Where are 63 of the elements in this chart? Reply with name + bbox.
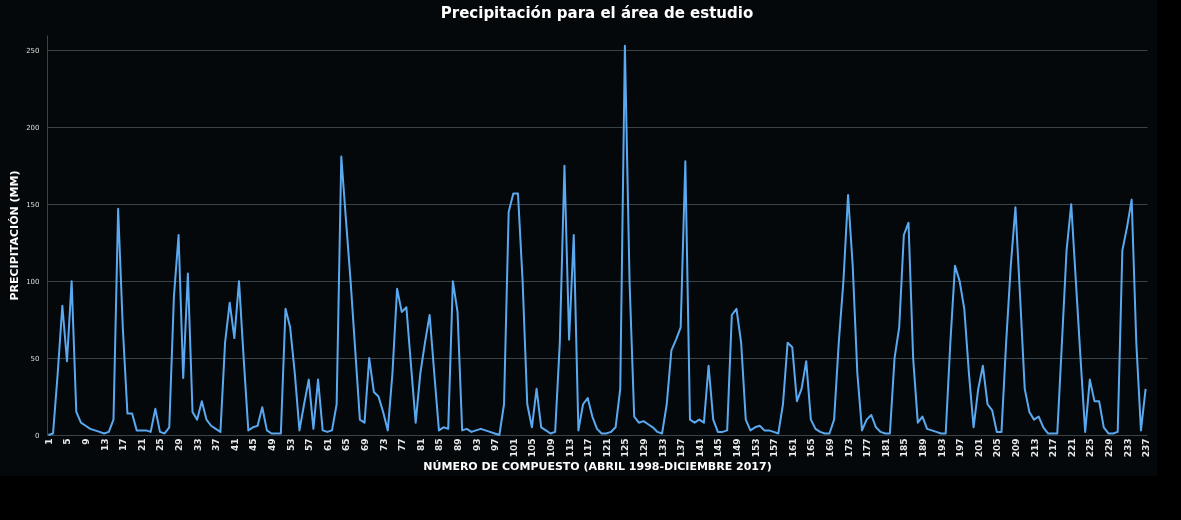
x-tick-label: 77	[397, 438, 408, 452]
x-tick-label: 133	[657, 438, 668, 458]
x-tick-label: 157	[769, 438, 780, 458]
x-tick-label: 145	[713, 438, 724, 458]
x-tick-label: 161	[787, 438, 798, 458]
x-tick-label: 113	[564, 438, 575, 458]
x-tick-label: 189	[917, 438, 928, 458]
x-tick-label: 93	[471, 438, 482, 452]
x-tick-label: 57	[304, 438, 315, 452]
x-tick-label: 5	[62, 438, 73, 445]
x-tick-label: 213	[1029, 438, 1040, 458]
x-tick-label: 89	[453, 438, 464, 452]
x-tick-label: 229	[1103, 438, 1114, 458]
x-tick-label: 141	[694, 438, 705, 458]
x-tick-label: 1	[43, 438, 54, 445]
chart-title: Precipitación para el área de estudio	[440, 4, 754, 22]
x-tick-label: 121	[601, 438, 612, 458]
x-tick-label: 177	[862, 438, 873, 458]
x-tick-label: 117	[583, 438, 594, 458]
x-tick-label: 65	[341, 438, 352, 452]
x-tick-label: 45	[248, 438, 259, 452]
x-tick-label: 25	[155, 438, 166, 452]
x-tick-label: 33	[192, 438, 203, 452]
x-tick-label: 185	[899, 438, 910, 458]
x-tick-label: 225	[1085, 438, 1096, 458]
x-tick-label: 53	[285, 438, 296, 452]
x-tick-label: 109	[546, 438, 557, 458]
x-tick-label: 125	[620, 438, 631, 458]
x-tick-label: 201	[973, 438, 984, 458]
x-tick-label: 217	[1048, 438, 1059, 458]
x-tick-label: 193	[936, 438, 947, 458]
x-tick-label: 169	[824, 438, 835, 458]
x-axis-title: NÚMERO DE COMPUESTO (ABRIL 1998-DICIEMBRE 2017)	[423, 460, 772, 474]
x-tick-label: 73	[378, 438, 389, 452]
x-tick-label: 61	[322, 438, 333, 452]
x-tick-label: 49	[267, 438, 278, 452]
x-tick-label: 181	[880, 438, 891, 458]
x-tick-label: 105	[527, 438, 538, 458]
x-tick-label: 221	[1066, 438, 1077, 458]
x-tick-label: 21	[136, 438, 147, 452]
x-tick-label: 81	[415, 438, 426, 452]
x-tick-label: 197	[955, 438, 966, 458]
x-tick-label: 9	[81, 438, 92, 445]
x-tick-label: 41	[229, 438, 240, 452]
x-tick-label: 153	[750, 438, 761, 458]
x-tick-label: 13	[99, 438, 110, 452]
x-tick-label: 209	[1010, 438, 1021, 458]
x-tick-label: 101	[508, 438, 519, 458]
x-tick-label: 237	[1141, 438, 1152, 458]
x-tick-label: 129	[638, 438, 649, 458]
x-tick-label: 85	[434, 438, 445, 452]
x-tick-label: 29	[174, 438, 185, 452]
x-tick-label: 17	[118, 438, 129, 452]
x-tick-label: 97	[490, 438, 501, 452]
x-tick-label: 69	[360, 438, 371, 452]
x-tick-label: 149	[731, 438, 742, 458]
x-tick-label: 233	[1122, 438, 1133, 458]
x-tick-label: 173	[843, 438, 854, 458]
x-tick-label: 205	[992, 438, 1003, 458]
x-tick-label: 165	[806, 438, 817, 458]
y-axis-title: PRECIPITACIÓN (MM)	[8, 170, 22, 301]
x-tick-label: 37	[211, 438, 222, 452]
x-tick-label: 137	[676, 438, 687, 458]
